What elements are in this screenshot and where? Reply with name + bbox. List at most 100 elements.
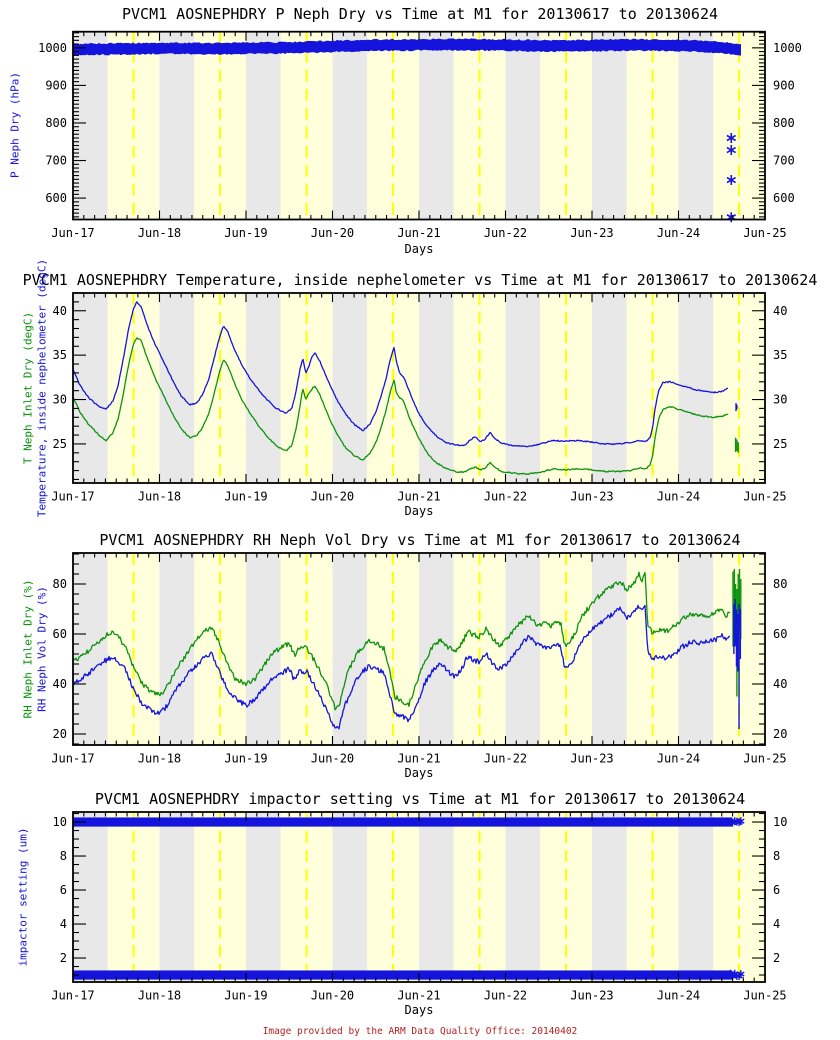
svg-text:Jun-19: Jun-19 [224, 490, 267, 504]
svg-text:20: 20 [53, 727, 67, 741]
svg-text:Jun-17: Jun-17 [51, 226, 94, 240]
svg-text:Jun-24: Jun-24 [657, 752, 700, 766]
svg-text:Jun-25: Jun-25 [743, 226, 786, 240]
footer-credit: Image provided by the ARM Data Quality O… [262, 1026, 578, 1037]
svg-text:800: 800 [45, 116, 67, 130]
svg-text:20: 20 [773, 727, 787, 741]
series-impactor setting-bar-1 [73, 970, 733, 980]
plot1-bands [73, 31, 765, 220]
plot3-series [73, 569, 742, 730]
plot4-bands [73, 812, 765, 982]
svg-text:80: 80 [773, 577, 787, 591]
svg-text:40: 40 [53, 304, 67, 318]
plot3-bands [73, 553, 765, 745]
series-RH Neph Inlet Dry [73, 571, 731, 711]
plot1-series [73, 38, 741, 56]
plot4-series [73, 817, 745, 981]
plot1-ticks [72, 31, 766, 220]
svg-text:600: 600 [45, 191, 67, 205]
svg-text:900: 900 [773, 78, 795, 92]
svg-text:80: 80 [53, 577, 67, 591]
svg-text:Jun-23: Jun-23 [570, 752, 613, 766]
svg-text:Jun-21: Jun-21 [397, 226, 440, 240]
svg-text:Jun-22: Jun-22 [484, 752, 527, 766]
svg-text:Jun-20: Jun-20 [311, 490, 354, 504]
plot3-rh_neph_vol_dry: 20 20 40 40 60 60 80 80 Jun-17 Jun-18 Jun-19 Jun-20… [51, 552, 787, 766]
svg-text:900: 900 [45, 78, 67, 92]
svg-text:6: 6 [773, 883, 780, 897]
svg-text:Jun-24: Jun-24 [657, 226, 700, 240]
svg-text:Jun-17: Jun-17 [51, 490, 94, 504]
plot2-x-axis-label: Days [404, 504, 434, 518]
series-impactor setting-bar-10 [73, 817, 733, 827]
svg-text:Jun-20: Jun-20 [311, 752, 354, 766]
plot3-y-axis-label-inlet: RH Neph Inlet Dry (%) [21, 579, 35, 719]
plot2-title: PVCM1 AOSNEPHDRY Temperature, inside nep… [22, 271, 818, 289]
svg-text:Jun-25: Jun-25 [743, 989, 786, 1003]
svg-text:6: 6 [60, 883, 67, 897]
svg-text:600: 600 [773, 191, 795, 205]
plot1-y-axis-label: P Neph Dry (hPa) [8, 72, 22, 178]
plot2-series [73, 301, 739, 476]
svg-text:10: 10 [53, 815, 67, 829]
svg-text:30: 30 [53, 393, 67, 407]
svg-text:Jun-24: Jun-24 [657, 989, 700, 1003]
svg-text:2: 2 [60, 951, 67, 965]
svg-text:Jun-23: Jun-23 [570, 226, 613, 240]
series-Temperature, inside nephelometer [73, 301, 728, 448]
svg-text:25: 25 [53, 437, 67, 451]
svg-text:Jun-21: Jun-21 [397, 752, 440, 766]
plot4-title: PVCM1 AOSNEPHDRY impactor setting vs Tim… [94, 790, 746, 808]
svg-text:1000: 1000 [38, 41, 67, 55]
plot4-tick-labels: 2 2 4 4 6 6 8 8 10 10 Jun-17 Jun-18 Jun-19 Jun-20 Jun-… [51, 815, 787, 1002]
plot2-y-axis-label-neph: Temperature, inside nephelometer (degC) [35, 258, 49, 518]
series-T Neph Inlet Dry [73, 337, 729, 476]
svg-text:8: 8 [773, 849, 780, 863]
plot4-y-axis-label: impactor setting (um) [16, 827, 30, 967]
plot1-p_neph_dry: 600 600 700 700 800 800 900 900 1000 1000 Jun-17 Ju… [38, 30, 802, 240]
plot4-x-axis-label: Days [404, 1003, 434, 1017]
svg-text:Jun-23: Jun-23 [570, 490, 613, 504]
svg-text:Jun-24: Jun-24 [657, 490, 700, 504]
plot1-title: PVCM1 AOSNEPHDRY P Neph Dry vs Time at M… [121, 5, 719, 23]
plot2-bands [73, 293, 765, 483]
plot2-y-axis-label-inlet: T Neph Inlet Dry (degC) [21, 311, 35, 465]
svg-text:Jun-22: Jun-22 [484, 226, 527, 240]
svg-text:Jun-25: Jun-25 [743, 490, 786, 504]
svg-text:Jun-18: Jun-18 [138, 490, 181, 504]
svg-text:10: 10 [773, 815, 787, 829]
plot2-temperature_inside_nephelometer: 25 25 30 30 35 35 40 40 Jun-17 Jun-18 Jun-19 Jun-20… [51, 292, 787, 504]
svg-text:Jun-18: Jun-18 [138, 752, 181, 766]
svg-text:Jun-21: Jun-21 [397, 490, 440, 504]
svg-text:Jun-22: Jun-22 [484, 490, 527, 504]
svg-text:Jun-21: Jun-21 [397, 989, 440, 1003]
series-P Neph Dry [73, 38, 741, 56]
svg-text:Jun-25: Jun-25 [743, 752, 786, 766]
plot1-x-axis-label: Days [404, 242, 434, 256]
svg-text:2: 2 [773, 951, 780, 965]
svg-text:Jun-19: Jun-19 [224, 752, 267, 766]
plot3-y-axis-label-vol: RH Neph Vol Dry (%) [35, 586, 49, 712]
svg-text:800: 800 [773, 116, 795, 130]
plot2-tick-labels: 25 25 30 30 35 35 40 40 Jun-17 Jun-18 Jun-19 Jun-20… [51, 304, 787, 504]
svg-text:40: 40 [773, 304, 787, 318]
svg-text:Jun-17: Jun-17 [51, 752, 94, 766]
svg-text:60: 60 [773, 627, 787, 641]
plot1-tick-labels: 600 600 700 700 800 800 900 900 1000 1000 Jun-17 Ju… [38, 41, 802, 240]
plot3-ticks [72, 553, 766, 745]
svg-text:4: 4 [60, 917, 67, 931]
svg-text:Jun-18: Jun-18 [138, 989, 181, 1003]
svg-text:700: 700 [773, 154, 795, 168]
plot2-ticks [72, 292, 766, 483]
svg-text:35: 35 [53, 348, 67, 362]
svg-text:40: 40 [53, 677, 67, 691]
svg-text:35: 35 [773, 348, 787, 362]
series-RH Neph Vol Dry [73, 604, 730, 730]
svg-text:Jun-20: Jun-20 [311, 226, 354, 240]
svg-text:Jun-23: Jun-23 [570, 989, 613, 1003]
svg-text:Jun-18: Jun-18 [138, 226, 181, 240]
svg-text:Jun-19: Jun-19 [224, 226, 267, 240]
svg-text:8: 8 [60, 849, 67, 863]
